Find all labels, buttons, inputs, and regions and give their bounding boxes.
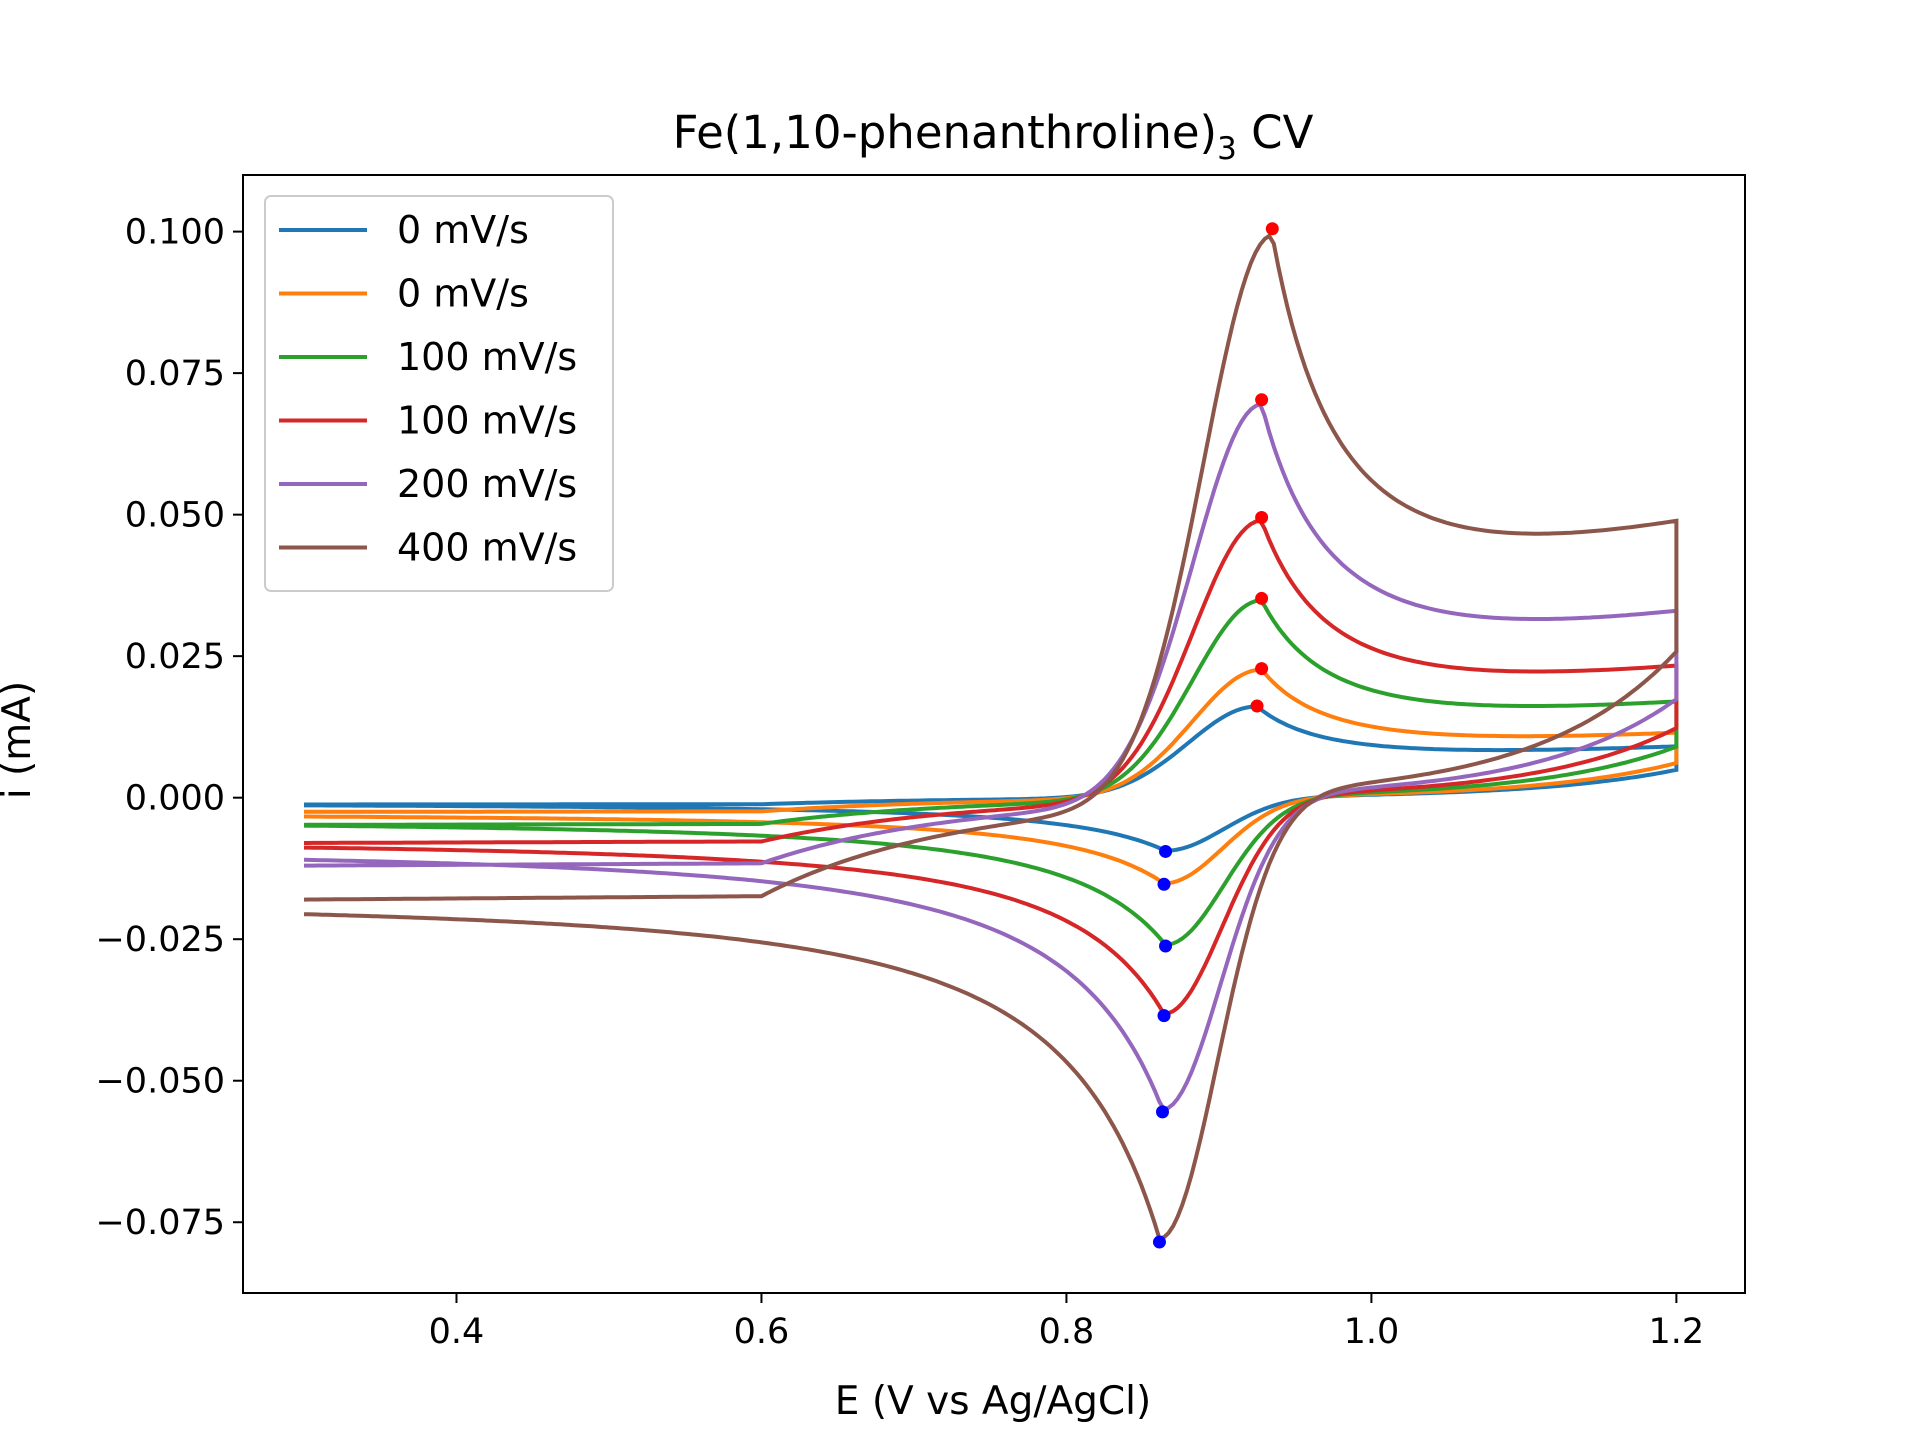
y-tick-label: 0.025	[125, 637, 225, 677]
cathodic-peak-marker-1	[1159, 844, 1173, 858]
x-tick-label: 1.0	[1344, 1312, 1400, 1352]
chart-title: Fe(1,10-phenanthroline)3 CV	[673, 106, 1314, 167]
legend-label: 0 mV/s	[397, 272, 529, 316]
x-axis-label: E (V vs Ag/AgCl)	[835, 1379, 1151, 1424]
legend: 0 mV/s 0 mV/s 100 mV/s 100 mV/s 200 mV/s 400 …	[264, 195, 614, 592]
cathodic-peak-marker-3	[1159, 939, 1173, 953]
x-tick-label: 0.6	[734, 1312, 790, 1352]
y-axis-label: i (mA)	[0, 681, 40, 799]
anodic-peak-marker-2	[1255, 662, 1269, 676]
cathodic-peak-marker-4	[1157, 1009, 1171, 1023]
plot-frame	[242, 174, 1746, 1294]
anodic-peak-marker-3	[1255, 591, 1269, 605]
series-line-5	[303, 401, 1679, 1112]
anodic-peak-marker-5	[1255, 393, 1269, 407]
y-tick-label: −0.025	[95, 920, 225, 960]
legend-label: 200 mV/s	[397, 462, 577, 506]
y-axis: 0.100 0.075 0.050 0.025 0.000 −0.025 −0.050 −0.…	[95, 213, 243, 1243]
anodic-peak-marker-4	[1255, 510, 1269, 524]
legend-label: 400 mV/s	[397, 526, 577, 570]
chart-title-subscript: 3	[1217, 131, 1237, 167]
legend-label: 0 mV/s	[397, 208, 529, 252]
cathodic-peak-marker-6	[1152, 1235, 1166, 1249]
legend-label: 100 mV/s	[397, 399, 577, 443]
y-tick-label: −0.050	[95, 1062, 225, 1102]
y-tick-label: −0.075	[95, 1203, 225, 1243]
anodic-peak-marker-1	[1250, 699, 1264, 713]
plot-area	[303, 222, 1679, 1249]
cathodic-peak-marker-2	[1157, 877, 1171, 891]
chart-title-suffix: CV	[1237, 106, 1314, 159]
y-tick-label: 0.100	[125, 213, 225, 253]
legend-label: 100 mV/s	[397, 335, 577, 379]
x-tick-label: 0.8	[1039, 1312, 1095, 1352]
y-tick-label: 0.000	[125, 779, 225, 819]
x-tick-label: 1.2	[1649, 1312, 1705, 1352]
series-line-6	[303, 233, 1679, 1242]
y-tick-label: 0.075	[125, 354, 225, 394]
x-tick-label: 0.4	[429, 1312, 485, 1352]
anodic-peak-marker-6	[1265, 222, 1279, 236]
x-axis: 0.4 0.6 0.8 1.0 1.2	[429, 1293, 1705, 1352]
cathodic-peak-marker-5	[1155, 1105, 1169, 1119]
y-tick-label: 0.050	[125, 496, 225, 536]
